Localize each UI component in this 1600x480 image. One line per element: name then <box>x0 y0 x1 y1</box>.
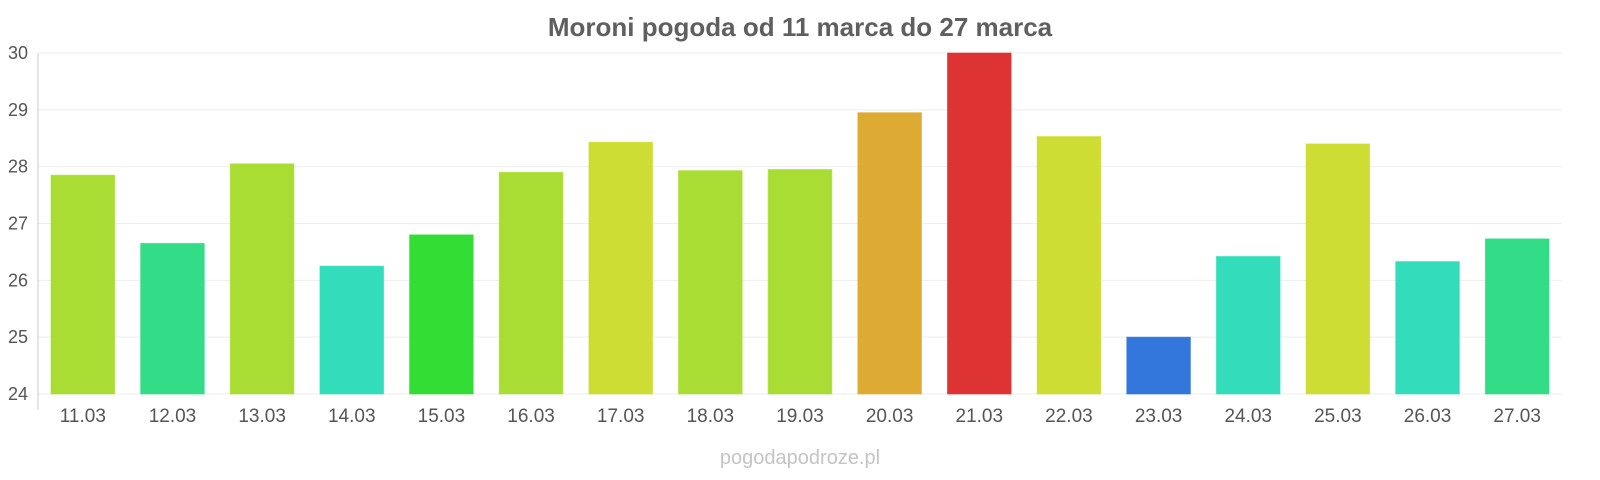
x-tick-label: 11.03 <box>60 406 106 427</box>
x-tick-label: 21.03 <box>956 406 1004 427</box>
bar-13.03 <box>229 163 295 395</box>
bar-19.03 <box>767 169 833 395</box>
x-tick-label: 14.03 <box>328 406 376 427</box>
bar-16.03 <box>498 171 564 395</box>
bar-23.03 <box>1126 336 1191 395</box>
x-tick-label: 25.03 <box>1314 406 1362 427</box>
x-tick-label: 16.03 <box>507 406 555 427</box>
y-tick-label: 29 <box>8 100 28 120</box>
x-tick-label: 23.03 <box>1135 406 1183 427</box>
watermark: pogodapodroze.pl <box>720 447 880 469</box>
x-tick-label: 13.03 <box>238 406 286 427</box>
y-tick-label: 28 <box>8 157 28 177</box>
x-tick-label: 26.03 <box>1404 406 1452 427</box>
y-tick-label: 24 <box>8 384 28 404</box>
x-tick-label: 12.03 <box>149 406 197 427</box>
bar-18.03 <box>678 170 743 395</box>
x-axis-labels: 11.03 12.03 13.03 14.03 15.03 16.03 17.03 18.03… <box>60 406 1541 427</box>
y-tick-label: 27 <box>8 214 28 234</box>
y-tick-label: 30 <box>8 43 28 63</box>
bar-22.03 <box>1036 136 1102 395</box>
bar-11.03 <box>50 174 116 395</box>
x-tick-label: 15.03 <box>418 406 466 427</box>
bar-26.03 <box>1395 261 1460 395</box>
x-tick-label: 24.03 <box>1224 406 1272 427</box>
bar-27.03 <box>1484 238 1550 395</box>
y-axis-ticks: 24 25 26 27 28 29 30 <box>8 43 28 404</box>
bar-14.03 <box>319 265 385 395</box>
bar-12.03 <box>140 242 205 395</box>
bar-15.03 <box>409 234 474 395</box>
x-tick-label: 19.03 <box>776 406 824 427</box>
bar-20.03 <box>857 112 922 395</box>
x-tick-label: 27.03 <box>1493 406 1541 427</box>
y-tick-label: 25 <box>8 327 28 347</box>
bar-17.03 <box>588 141 654 395</box>
chart-title: Moroni pogoda od 11 marca do 27 marca <box>548 12 1053 42</box>
x-tick-label: 17.03 <box>597 406 645 427</box>
bars <box>50 52 1550 395</box>
x-tick-label: 20.03 <box>866 406 914 427</box>
bar-25.03 <box>1305 143 1371 395</box>
x-tick-label: 22.03 <box>1045 406 1093 427</box>
x-tick-label: 18.03 <box>687 406 735 427</box>
bar-21.03 <box>946 52 1012 395</box>
bar-24.03 <box>1215 255 1281 395</box>
y-tick-label: 26 <box>8 270 28 290</box>
